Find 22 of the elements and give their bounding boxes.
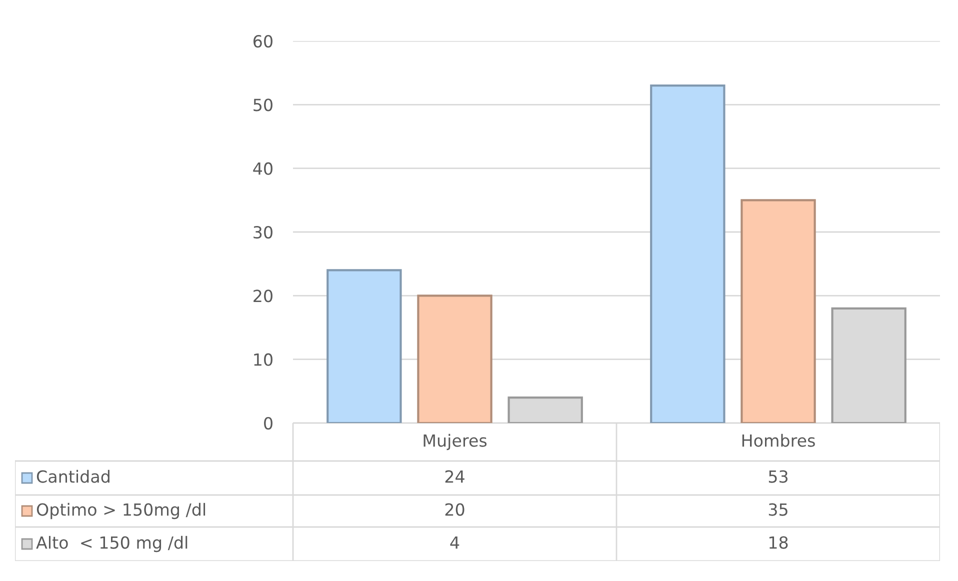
legend-label: Cantidad (36, 470, 110, 483)
y-tick-label: 40 (253, 162, 272, 175)
legend-label: Alto < 150 mg /dl (36, 536, 188, 552)
y-tick-label: 30 (254, 226, 272, 239)
y-tick-label: 0 (264, 416, 272, 430)
y-tick-label: 60 (254, 34, 272, 48)
x-tick-label: Mujeres (424, 434, 487, 450)
data-label: 20 (445, 503, 464, 516)
data-label: 35 (768, 503, 788, 516)
data-label: 24 (445, 470, 464, 483)
y-tick-label: 10 (254, 353, 272, 366)
bar (326, 269, 402, 423)
legend-label: Optimo > 150mg /dl (36, 502, 206, 520)
x-tick-label: Hombres (742, 434, 815, 447)
data-label: 18 (769, 536, 788, 549)
data-label: 4 (450, 536, 460, 549)
y-tick-label: 20 (254, 290, 272, 302)
bar (650, 84, 726, 423)
data-label: 53 (768, 470, 788, 483)
y-tick-label: 50 (254, 98, 272, 112)
bar (740, 199, 816, 423)
bar (417, 294, 492, 423)
